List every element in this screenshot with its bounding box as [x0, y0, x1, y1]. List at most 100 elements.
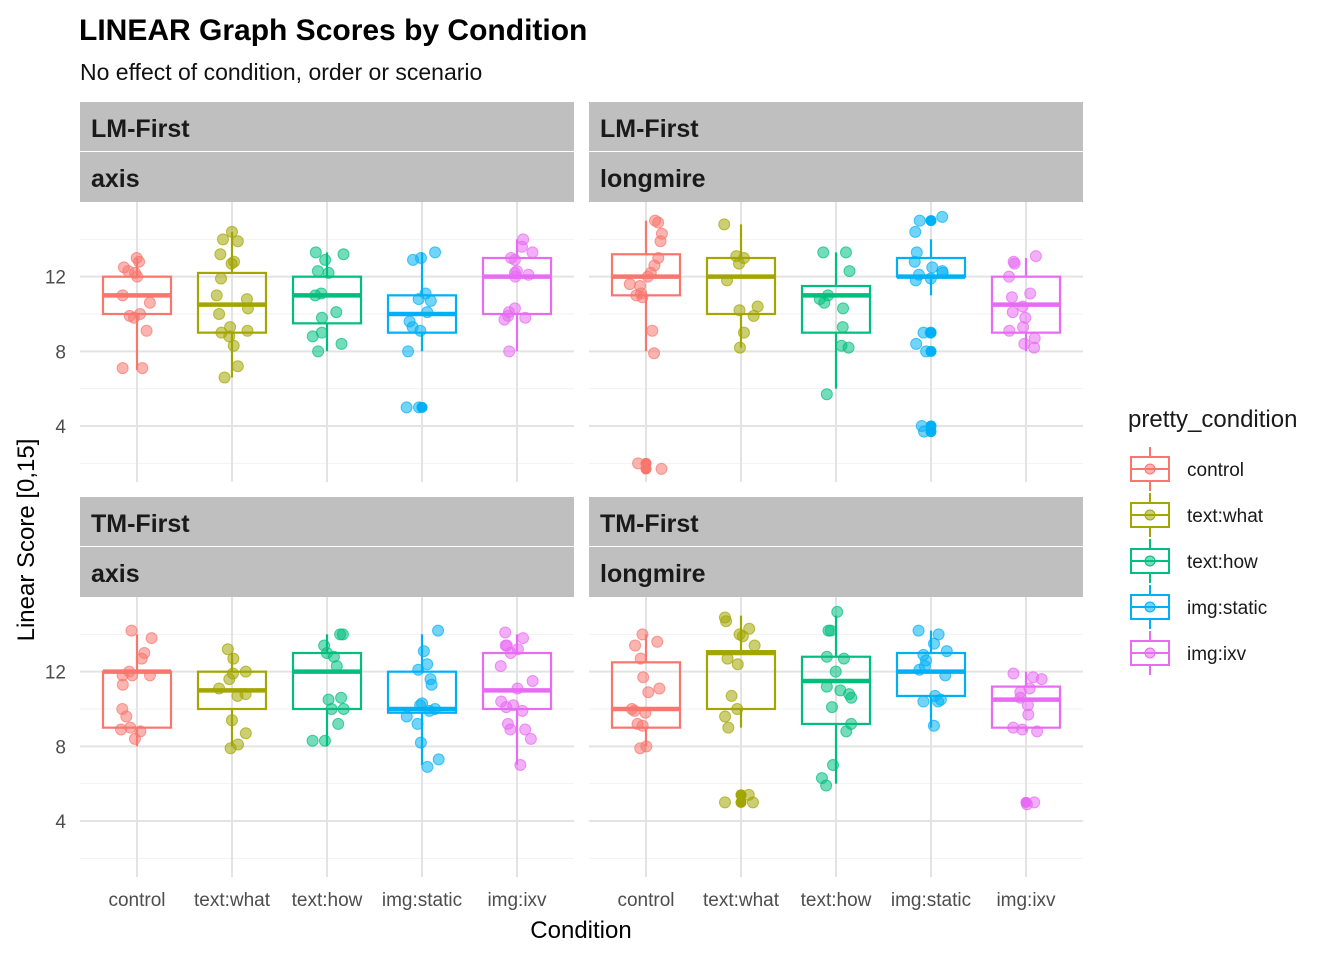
data-point [213, 682, 226, 695]
y-tick-label: 12 [45, 663, 66, 684]
data-point [414, 699, 427, 712]
data-point [820, 388, 833, 401]
data-point [412, 293, 425, 306]
data-point [335, 691, 348, 704]
data-point [1003, 324, 1016, 337]
data-point [719, 710, 732, 723]
legend-label: img:static [1187, 598, 1267, 619]
data-point [843, 265, 856, 278]
data-point [306, 330, 319, 343]
data-point [733, 304, 746, 317]
data-point [421, 658, 434, 671]
data-point [732, 257, 745, 270]
data-point [231, 235, 244, 248]
data-point [817, 246, 830, 259]
y-tick-label: 12 [45, 268, 66, 289]
x-tick-label: img:static [382, 890, 462, 911]
data-point [131, 270, 144, 283]
chart-subtitle: No effect of condition, order or scenari… [80, 59, 482, 85]
data-point [526, 246, 539, 259]
data-point [143, 296, 156, 309]
data-point [820, 650, 833, 663]
data-point [414, 324, 427, 337]
x-tick-label: text:what [194, 890, 271, 911]
data-point [140, 324, 153, 337]
facet-panel: LM-First longmire [589, 102, 1083, 482]
data-point [123, 309, 136, 322]
data-point [508, 253, 521, 266]
boxplot-img-ixv [990, 250, 1062, 354]
data-point [636, 291, 649, 304]
boxplot-text-how [291, 628, 363, 747]
data-point [629, 639, 642, 652]
data-point [239, 727, 252, 740]
data-point [116, 678, 129, 691]
data-point [908, 255, 921, 268]
data-point [311, 265, 324, 278]
data-point [330, 660, 343, 673]
data-point [133, 255, 146, 268]
data-point [514, 759, 527, 771]
boxplot-img-static [895, 624, 967, 732]
strip-background [80, 547, 574, 597]
boxplot-control [610, 628, 682, 755]
y-axis-title: Linear Score [0,15] [13, 439, 40, 642]
data-point [927, 719, 940, 732]
data-point [135, 652, 148, 665]
data-point [634, 652, 647, 665]
data-point [504, 647, 517, 659]
data-point [421, 760, 434, 773]
data-point [432, 624, 445, 637]
data-point [414, 736, 427, 749]
data-point [845, 691, 858, 704]
data-point [940, 645, 953, 658]
data-point [1003, 270, 1016, 283]
data-point [214, 248, 227, 261]
data-point [936, 210, 949, 223]
data-point [1031, 725, 1044, 738]
facet-panels: LM-Firstaxis4812LM-FirstlongmireTM-First… [45, 102, 1083, 911]
data-point [411, 717, 424, 730]
x-tick-label: img:ixv [487, 890, 547, 911]
data-point [494, 660, 507, 673]
data-point [836, 321, 849, 334]
data-point [722, 721, 735, 734]
data-point [731, 703, 744, 715]
x-tick-label: img:ixv [996, 890, 1056, 911]
data-point [519, 723, 532, 736]
data-point [312, 345, 325, 358]
strip-background [589, 547, 1083, 597]
x-tick-label: control [108, 890, 165, 911]
data-point [325, 703, 338, 715]
data-point [1022, 708, 1035, 721]
strip-label-order: LM-First [600, 115, 699, 143]
data-point [417, 645, 430, 658]
data-point [926, 261, 939, 274]
data-point [917, 695, 930, 708]
data-point [737, 326, 750, 339]
data-point [224, 742, 237, 755]
outlier-point [925, 215, 937, 227]
data-point [423, 704, 436, 717]
data-point [1017, 321, 1030, 334]
data-point [932, 695, 945, 708]
data-point [143, 669, 156, 682]
box [800, 655, 872, 726]
data-point [424, 294, 437, 307]
data-point [829, 665, 842, 678]
data-point [720, 615, 733, 628]
data-point [646, 324, 659, 337]
data-point [318, 734, 331, 747]
legend-key-point [1144, 509, 1156, 521]
boxplot-img-ixv [990, 667, 1062, 811]
data-point [116, 289, 129, 302]
boxplot-img-static [386, 624, 458, 773]
legend-key-point [1144, 463, 1156, 475]
y-tick-label: 8 [55, 737, 66, 758]
data-point [718, 218, 731, 231]
legend-label: control [1187, 460, 1244, 481]
data-point [1024, 287, 1037, 300]
data-point [721, 652, 734, 665]
data-point [120, 710, 133, 723]
